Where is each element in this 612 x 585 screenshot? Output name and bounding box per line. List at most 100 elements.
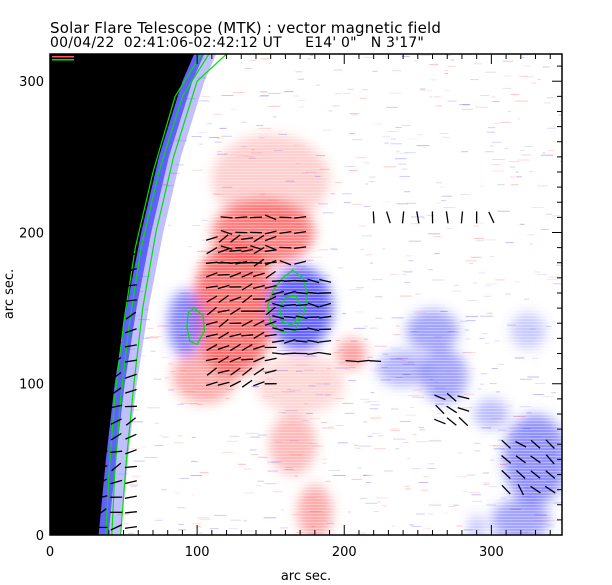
field-vector [253,234,265,243]
field-vector [283,303,296,307]
field-vector [125,433,137,440]
field-vector [235,216,248,219]
x-tick-label: 0 [46,545,54,560]
field-vector [205,236,218,241]
field-vector [205,261,218,264]
field-vector [96,357,107,365]
field-vector [252,284,265,290]
field-vector [307,351,320,356]
field-vector [264,230,277,235]
field-vector [124,117,137,121]
field-vector [241,248,254,253]
field-vector [95,465,108,469]
field-vector [545,470,556,479]
legend-swatch [52,56,74,58]
field-vector [241,343,253,352]
field-vector [283,352,296,355]
field-vector [501,455,512,464]
field-vector [220,229,233,236]
field-vector [295,328,308,331]
field-vector [264,320,277,326]
field-vector [230,234,241,243]
field-vector [124,495,137,499]
field-vector [283,290,296,296]
field-vector [457,395,470,400]
field-vector [272,339,285,343]
field-vector [446,405,458,414]
field-vector [307,327,320,332]
field-vector [241,237,254,241]
field-vector [125,205,137,214]
field-vector [530,455,541,464]
field-vector [249,216,263,219]
field-vector [401,211,405,224]
field-vector [385,211,391,224]
field-vector [111,371,122,381]
field-vector [253,356,265,363]
x-axis-label: arc sec. [281,569,331,584]
field-vector [307,302,320,308]
field-vector [230,367,241,376]
field-vector [545,454,555,465]
field-vector [95,343,108,349]
field-vector [434,394,446,401]
field-vector [125,449,137,455]
field-vector [124,101,137,107]
noise-speck [561,429,562,431]
field-vector [235,246,248,249]
field-vector [218,355,230,364]
field-vector [241,379,253,388]
field-vector [220,245,233,250]
field-vector [272,279,285,282]
field-vector [125,221,137,229]
field-vector [229,296,242,302]
chart-subtitle: 00/04/22 02:41:06-02:42:12 UT E14' 0" N … [50,35,425,51]
field-vector [124,148,137,151]
y-tick-label: 300 [19,75,44,90]
field-vector [110,524,122,531]
solar-limb [50,54,217,535]
field-vector [110,70,122,77]
field-vector [294,230,307,235]
field-vector [110,236,122,245]
field-vector [307,278,320,284]
field-vector [416,211,420,224]
field-vector [95,266,107,274]
field-vector [488,211,495,224]
field-vector [241,358,254,361]
legend-swatches [52,56,74,61]
field-vector [319,351,332,356]
field-vector [446,392,457,402]
field-vector [110,101,123,107]
field-vector [125,417,137,426]
field-vector [95,450,108,454]
field-vector [124,328,137,334]
field-vector [205,381,218,387]
field-vector [95,148,108,151]
field-vector [283,315,296,319]
y-tick-label: 200 [19,226,44,241]
field-vector [110,268,123,273]
field-vector [124,359,137,363]
chart-title: Solar Flare Telescope (MTK) : vector mag… [50,19,442,37]
field-vector [264,244,277,251]
field-vector [252,344,265,350]
field-vector [457,406,470,412]
field-vector [111,341,122,351]
field-vector [95,161,108,168]
field-vector [110,192,123,197]
transverse-field-vectors [95,55,556,531]
field-vector [307,339,320,344]
field-vector [110,479,123,485]
field-vector [124,299,137,302]
x-tick-label: 200 [332,545,357,560]
field-vector [279,246,292,249]
field-vector [295,340,308,343]
field-vector [110,85,122,93]
limb-contour-3 [120,54,228,535]
field-vector [217,247,230,254]
spot-contour-right-inner [278,295,301,326]
field-vector [264,333,277,337]
field-vector [110,297,122,305]
